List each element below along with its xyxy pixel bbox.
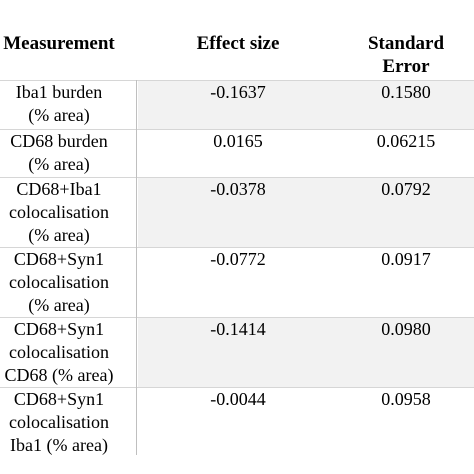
- standard-error-cell: 0.0792: [338, 178, 474, 247]
- table-row: CD68+Iba1 colocalisation (% area) -0.037…: [0, 177, 474, 247]
- effect-size-cell: -0.1414: [138, 318, 338, 387]
- table-header-row: Measurement Effect size Standard Error: [0, 26, 474, 80]
- measurement-cell: CD68+Syn1 colocalisation (% area): [0, 248, 138, 317]
- table-row: CD68 burden (% area) 0.0165 0.06215: [0, 129, 474, 177]
- column-divider: [136, 80, 137, 455]
- standard-error-cell: 0.0958: [381, 389, 431, 409]
- measurement-cell: CD68+Iba1 colocalisation (% area): [0, 178, 138, 247]
- table-row: CD68+Syn1 colocalisation Iba1 (% area) -…: [0, 387, 474, 457]
- standard-error-cell: 0.1580: [338, 81, 474, 129]
- measurement-cell: CD68+Syn1 colocalisation Iba1 (% area): [0, 388, 138, 457]
- measurement-cell: CD68+Syn1 colocalisation CD68 (% area): [0, 318, 138, 387]
- table-row: Iba1 burden (% area) -0.1637 0.1580: [0, 80, 474, 129]
- header-standard-error: Standard Error: [367, 33, 445, 77]
- standard-error-cell: 0.06215: [376, 131, 436, 151]
- measurement-cell: CD68 burden (% area): [0, 130, 138, 177]
- table-row: CD68+Syn1 colocalisation (% area) -0.077…: [0, 247, 474, 317]
- table-row: CD68+Syn1 colocalisation CD68 (% area) -…: [0, 317, 474, 387]
- standard-error-cell: 0.0980: [338, 318, 474, 387]
- header-measurement: Measurement: [3, 33, 115, 54]
- standard-error-cell: 0.0917: [381, 249, 431, 269]
- effect-size-cell: -0.0378: [138, 178, 338, 247]
- effect-size-cell: -0.0044: [210, 389, 266, 409]
- effect-size-cell: -0.1637: [138, 81, 338, 129]
- header-effect-size: Effect size: [196, 33, 280, 54]
- results-table: Measurement Effect size Standard Error I…: [0, 26, 474, 457]
- effect-size-cell: 0.0165: [213, 131, 263, 151]
- measurement-cell: Iba1 burden (% area): [0, 81, 138, 129]
- effect-size-cell: -0.0772: [210, 249, 266, 269]
